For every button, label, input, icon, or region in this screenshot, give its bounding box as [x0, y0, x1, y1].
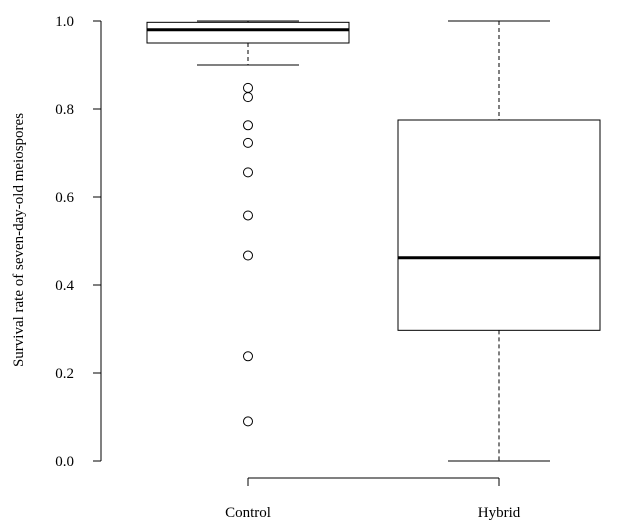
outlier-point [243, 167, 253, 178]
outlier-point [243, 120, 253, 131]
y-axis: 0.0 0.2 0.4 0.6 0.8 1.0 [55, 14, 102, 470]
iqr-box [146, 21, 350, 44]
iqr-box [397, 119, 601, 331]
boxes [146, 20, 601, 462]
y-tick-label: 0.6 [55, 190, 74, 206]
outlier-point [243, 416, 253, 427]
x-tick-label: Control [225, 505, 271, 521]
x-axis: Control Hybrid [225, 477, 521, 521]
outlier-point [243, 92, 253, 103]
outlier-point [243, 250, 253, 261]
y-tick-label: 0.2 [55, 366, 74, 382]
y-tick-label: 0.0 [55, 454, 74, 470]
outlier-point [243, 82, 253, 93]
y-tick-label: 1.0 [55, 14, 74, 30]
y-tick-label: 0.4 [55, 278, 74, 294]
outlier-point [243, 210, 253, 221]
outlier-point [243, 351, 253, 362]
box-hybrid [397, 20, 601, 462]
outlier-point [243, 137, 253, 148]
y-axis-label: Survival rate of seven-day-old meiospore… [11, 113, 27, 367]
box-control [146, 20, 350, 427]
x-tick-label: Hybrid [478, 505, 521, 521]
y-tick-label: 0.8 [55, 102, 74, 118]
